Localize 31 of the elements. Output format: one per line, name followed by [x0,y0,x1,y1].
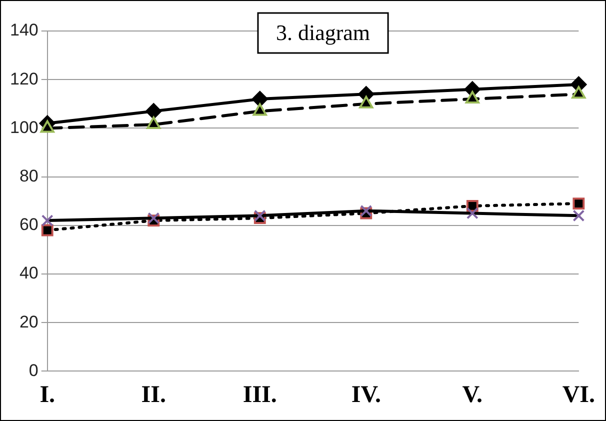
y-tick-label: 100 [10,118,38,137]
x-tick-label: VI. [562,382,595,408]
x-tick-label: IV. [351,382,381,408]
chart-title: 3. diagram [276,20,370,45]
y-tick-label: 80 [19,166,38,186]
x-tick-label: I. [40,382,56,408]
y-tick-label: 60 [19,215,38,234]
point [572,198,585,210]
point [359,96,374,108]
x-tick-label: II. [141,382,166,408]
y-tick-label: 20 [19,312,38,332]
point [572,210,585,222]
y-tick-label: 140 [10,20,38,40]
point [360,204,372,217]
point [252,103,267,116]
point [252,91,268,108]
point [40,120,54,133]
x-tick-label: V. [462,382,483,408]
point [41,214,54,226]
y-tick-label: 120 [10,69,38,88]
point [572,86,586,99]
y-tick-label: 0 [28,360,38,380]
point [146,116,161,130]
x-tick-label: III. [242,382,277,408]
point [146,103,162,120]
point [41,224,54,236]
point [465,91,480,104]
y-tick-label: 40 [19,264,38,283]
point [466,207,478,220]
point [254,210,266,222]
point [148,212,160,224]
